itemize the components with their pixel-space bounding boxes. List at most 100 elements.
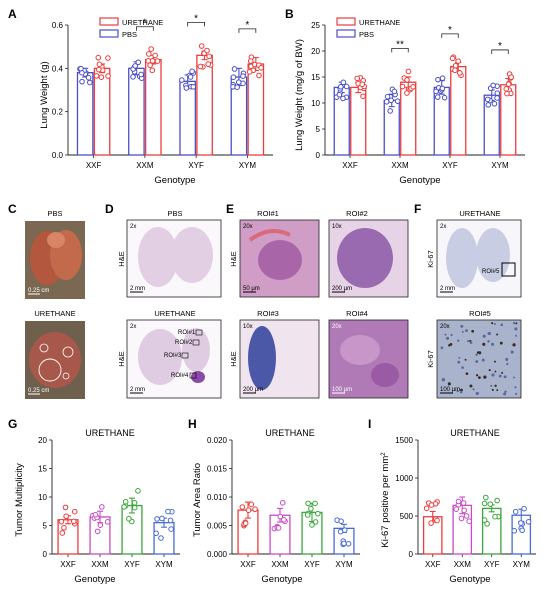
stained-nucleus xyxy=(457,360,461,364)
data-point xyxy=(78,65,84,72)
significance-label: * xyxy=(194,13,198,24)
data-point xyxy=(149,58,156,64)
y-tick-label: 0.005 xyxy=(207,522,228,531)
x-tick-label: XYF xyxy=(188,161,204,170)
stained-nucleus xyxy=(498,374,502,378)
data-point xyxy=(394,98,401,104)
legend-swatch-pbs xyxy=(99,29,119,38)
data-point xyxy=(428,520,434,526)
stained-nucleus xyxy=(491,322,494,325)
stained-nucleus xyxy=(491,342,495,346)
panel-d-stain-label: H&E xyxy=(117,351,126,366)
data-point xyxy=(59,530,66,536)
panel-h-xlabel: Genotype xyxy=(261,574,302,585)
data-point xyxy=(147,62,153,68)
bar xyxy=(144,59,162,156)
data-point xyxy=(340,79,347,86)
data-point xyxy=(235,79,242,85)
panel-b-ylabel: Lung Weight (mg/g of BW) xyxy=(294,39,305,151)
stained-nucleus xyxy=(475,353,478,356)
data-point xyxy=(190,83,197,90)
data-point xyxy=(461,507,467,514)
data-point xyxy=(239,504,246,510)
stained-nucleus xyxy=(510,350,514,354)
bar xyxy=(128,67,145,156)
data-point xyxy=(484,96,491,103)
data-point xyxy=(484,520,490,527)
stained-nucleus xyxy=(490,384,493,388)
data-point xyxy=(494,497,500,504)
data-point xyxy=(131,499,138,506)
y-tick-label: 5 xyxy=(43,522,48,531)
legend-label-urethane: URETHANE xyxy=(122,18,163,27)
data-point xyxy=(343,83,350,90)
panel-f-scale-label: 100 µm xyxy=(440,387,460,393)
panel-h-axes: 0.000 0.005 0.010 0.015 0.020 XXF XXM XYF XYM xyxy=(207,436,360,569)
stained-nucleus xyxy=(499,341,503,345)
stained-nucleus xyxy=(482,342,486,346)
x-tick-label: XYM xyxy=(491,161,509,170)
data-point xyxy=(146,51,152,57)
panel-e-roi4-mag: 20x xyxy=(332,324,342,330)
panel-i-ylabel: Ki-67 positive per mm xyxy=(380,456,391,548)
y-tick-label: 15 xyxy=(38,465,47,474)
x-tick-label: XYM xyxy=(239,161,257,170)
stained-nucleus xyxy=(496,389,499,392)
panel-c-scale-label: 0.25 cm xyxy=(28,288,49,294)
data-point xyxy=(460,500,467,506)
panel-e-roi2-image: 10x 200 µm xyxy=(328,219,409,298)
data-point xyxy=(183,85,190,91)
data-point xyxy=(505,81,512,87)
data-point xyxy=(491,100,498,107)
data-point xyxy=(79,78,85,85)
data-point xyxy=(187,74,194,80)
data-point xyxy=(503,85,510,92)
panel-d-magnification: 2x xyxy=(130,224,136,230)
y-tick-label: 0 xyxy=(43,550,48,559)
panel-a-marks: * * * xyxy=(76,13,265,156)
data-point xyxy=(132,63,139,69)
data-point xyxy=(456,70,463,76)
svg-text:Ki-67 positive per mm2: Ki-67 positive per mm2 xyxy=(380,452,391,548)
stained-nucleus xyxy=(449,342,453,346)
stained-nucleus xyxy=(441,378,446,382)
panel-e-roi4-title: ROI#4 xyxy=(346,309,368,318)
data-point xyxy=(463,513,470,519)
data-point xyxy=(466,518,473,525)
data-point xyxy=(340,95,346,102)
stained-nucleus xyxy=(503,392,507,396)
data-point xyxy=(198,43,205,49)
data-point xyxy=(58,518,65,525)
data-point xyxy=(312,519,319,525)
data-point xyxy=(94,528,101,535)
panel-d-scale-label: 2 mm xyxy=(130,387,145,393)
data-point xyxy=(245,507,252,514)
stained-nucleus xyxy=(514,327,518,331)
stained-nucleus xyxy=(461,366,464,369)
data-point xyxy=(148,46,154,52)
panel-f-magnification: 20x xyxy=(440,324,450,330)
stained-nucleus xyxy=(481,358,485,362)
legend-label-pbs: PBS xyxy=(359,30,374,39)
data-point xyxy=(95,66,102,73)
panel-a-axes: 0.0 0.2 0.4 0.6 XXF XXM XYF XYM xyxy=(52,21,273,170)
y-tick-label: 0 xyxy=(316,151,321,160)
data-point xyxy=(96,61,103,68)
panel-h-tumor-area-ratio-chart: H URETHANE 0.000 0.005 0.010 0.015 0.020 XXF X… xyxy=(188,417,360,585)
panel-g-tumor-multiplicity-chart: G URETHANE 0 5 10 15 20 XXF XXM XYF XYM Genotype… xyxy=(8,417,180,585)
stained-nucleus xyxy=(483,375,487,379)
data-point xyxy=(204,47,210,54)
panel-label-e: E xyxy=(226,202,234,216)
data-point xyxy=(434,94,441,100)
panel-label-c: C xyxy=(8,202,17,216)
data-point xyxy=(97,522,104,528)
x-tick-label: XYF xyxy=(484,560,500,569)
y-tick-label: 500 xyxy=(400,512,414,521)
legend-swatch-urethane xyxy=(99,17,119,26)
data-point xyxy=(70,518,77,525)
y-tick-label: 1500 xyxy=(395,436,413,445)
data-point xyxy=(428,502,435,508)
data-point xyxy=(453,506,460,512)
data-point xyxy=(341,540,347,547)
stained-nucleus xyxy=(475,360,479,364)
